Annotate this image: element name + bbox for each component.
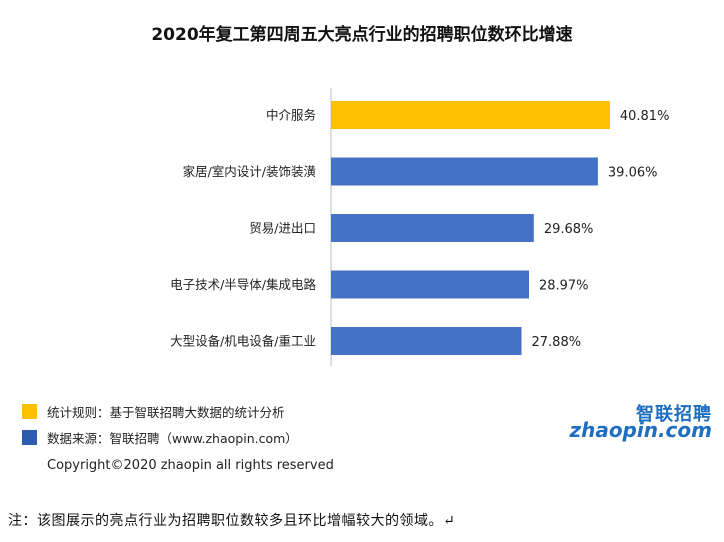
- logo-en-text: zhaopin.com: [569, 418, 712, 442]
- bar-0: [331, 101, 610, 129]
- logo-cn-text: 智联招聘: [636, 404, 712, 425]
- category-label-2: 贸易/进出口: [249, 221, 316, 236]
- value-label-0: 40.81%: [620, 109, 670, 124]
- bar-chart: 中介服务 40.81% 家居/室内设计/装饰装潢 39.06% 贸易/进出口 29.68%…: [170, 88, 670, 366]
- legend-item-stat-rule: 统计规则：基于智联招聘大数据的统计分析: [22, 402, 285, 421]
- copyright-text: Copyright©2020 zhaopin all rights reserv…: [47, 458, 334, 473]
- bar-3: [331, 270, 529, 299]
- value-label-3: 28.97%: [539, 279, 589, 294]
- footnote-text: 注：该图展示的亮点行业为招聘职位数较多且环比增幅较大的领域。↵: [8, 513, 456, 529]
- data-source-text: 数据来源：智联招聘（www.zhaopin.com）: [47, 431, 298, 446]
- category-label-3: 电子技术/半导体/集成电路: [170, 277, 316, 292]
- value-label-1: 39.06%: [608, 166, 658, 181]
- category-label-1: 家居/室内设计/装饰装潢: [183, 164, 316, 179]
- stat-rule-text: 统计规则：基于智联招聘大数据的统计分析: [47, 405, 285, 420]
- data-source-swatch: [22, 430, 37, 445]
- category-label-4: 大型设备/机电设备/重工业: [170, 334, 316, 349]
- stat-rule-swatch: [22, 404, 37, 419]
- chart-title: 2020年复工第四周五大亮点行业的招聘职位数环比增速: [151, 25, 573, 45]
- bar-4: [331, 327, 522, 355]
- zhaopin-logo: 智联招聘 zhaopin.com: [569, 400, 718, 442]
- bar-2: [331, 214, 534, 242]
- value-label-4: 27.88%: [532, 335, 582, 350]
- value-label-2: 29.68%: [544, 222, 594, 237]
- bar-1: [331, 157, 598, 186]
- category-label-0: 中介服务: [266, 108, 316, 123]
- legend-item-data-source: 数据来源：智联招聘（www.zhaopin.com）: [22, 428, 298, 447]
